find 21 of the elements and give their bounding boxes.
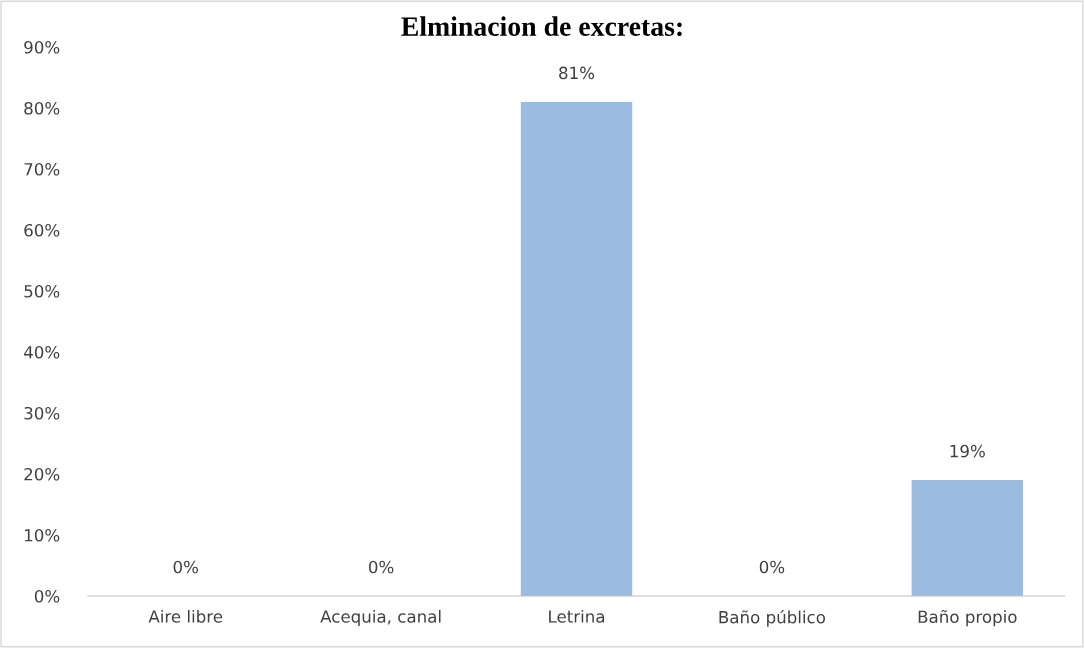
data-label: 19%: [950, 444, 985, 458]
x-tick-label: Aire libre: [148, 609, 223, 623]
y-tick-label: 10%: [25, 528, 60, 542]
x-tick-label: Letrina: [549, 609, 605, 623]
y-tick-label: 70%: [24, 162, 60, 176]
data-label: 0%: [368, 560, 394, 574]
y-tick-label: 90%: [24, 40, 60, 54]
y-tick-label: 30%: [24, 406, 60, 420]
y-tick-label: 60%: [24, 223, 60, 237]
data-label: 0%: [759, 560, 785, 574]
y-tick-label: 0%: [34, 589, 60, 603]
x-tick-label: Baño público: [719, 609, 826, 627]
data-label: 81%: [559, 66, 595, 80]
data-label: 0%: [173, 560, 198, 574]
y-tick-label: 20%: [24, 467, 60, 481]
x-tick-label: Baño propio: [918, 609, 1017, 627]
y-tick-label: 40%: [23, 345, 60, 359]
y-tick-label: 50%: [24, 284, 60, 298]
chart-title: Elminacion de excretas:: [401, 16, 682, 37]
y-tick-label: 80%: [24, 101, 60, 115]
x-tick-label: Acequia, canal: [320, 609, 441, 627]
